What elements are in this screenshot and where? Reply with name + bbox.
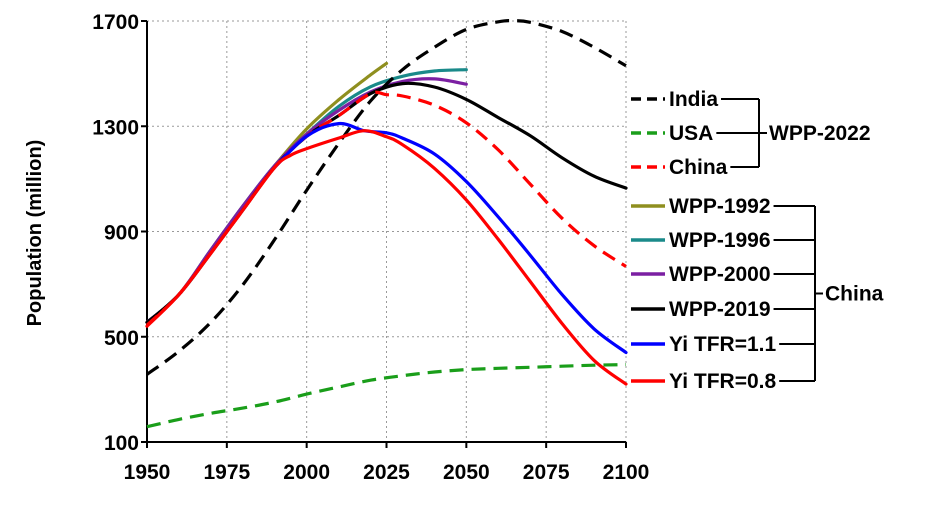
legend-label-india: India bbox=[669, 88, 718, 111]
gridlines bbox=[147, 20, 627, 442]
y-tick-label-1300: 1300 bbox=[92, 116, 139, 139]
series-line-usa-wpp2022 bbox=[146, 363, 627, 429]
series-line-yi-tfr-0-8 bbox=[145, 129, 628, 386]
y-tick-labels: 100 500 900 1300 1700 bbox=[92, 11, 139, 455]
x-tick-labels: 1950 1975 2000 2025 2050 2075 2100 bbox=[124, 461, 650, 484]
x-tick-label-2000: 2000 bbox=[283, 461, 330, 484]
x-tick-label-2075: 2075 bbox=[523, 461, 570, 484]
legend-label-wpp-2000: WPP-2000 bbox=[669, 263, 771, 286]
legend-label-wpp-1992: WPP-1992 bbox=[669, 195, 771, 218]
legend-brackets: WPP-2022 China bbox=[716, 98, 884, 382]
axes bbox=[141, 20, 627, 448]
y-axis-label: Population (million) bbox=[24, 140, 46, 327]
x-tick-label-1975: 1975 bbox=[203, 461, 250, 484]
x-tick-label-1950: 1950 bbox=[124, 461, 171, 484]
legend-label-china: China bbox=[669, 156, 728, 179]
legend-label-wpp-1996: WPP-1996 bbox=[669, 229, 771, 252]
group-label-wpp-2022: WPP-2022 bbox=[769, 122, 871, 145]
x-tick-label-2100: 2100 bbox=[603, 461, 650, 484]
group-label-china: China bbox=[825, 283, 884, 306]
y-tick-label-900: 900 bbox=[104, 222, 139, 245]
y-tick-label-100: 100 bbox=[104, 432, 139, 455]
series-line-india-wpp2022 bbox=[146, 19, 627, 376]
legend-label-yi-tfr-1-1: Yi TFR=1.1 bbox=[669, 333, 776, 356]
y-tick-label-1700: 1700 bbox=[92, 11, 139, 34]
x-tick-label-2025: 2025 bbox=[363, 461, 410, 484]
legend: India USA China WPP-1992 WPP-1996 WPP-2000 WPP… bbox=[631, 88, 776, 393]
y-tick-label-500: 500 bbox=[104, 327, 139, 350]
legend-label-usa: USA bbox=[669, 122, 713, 145]
legend-label-yi-tfr-0-8: Yi TFR=0.8 bbox=[669, 370, 776, 393]
series-line-yi-tfr-1-1 bbox=[273, 121, 628, 355]
legend-label-wpp-2019: WPP-2019 bbox=[669, 298, 771, 321]
x-tick-label-2050: 2050 bbox=[443, 461, 490, 484]
series-lines bbox=[145, 19, 628, 429]
